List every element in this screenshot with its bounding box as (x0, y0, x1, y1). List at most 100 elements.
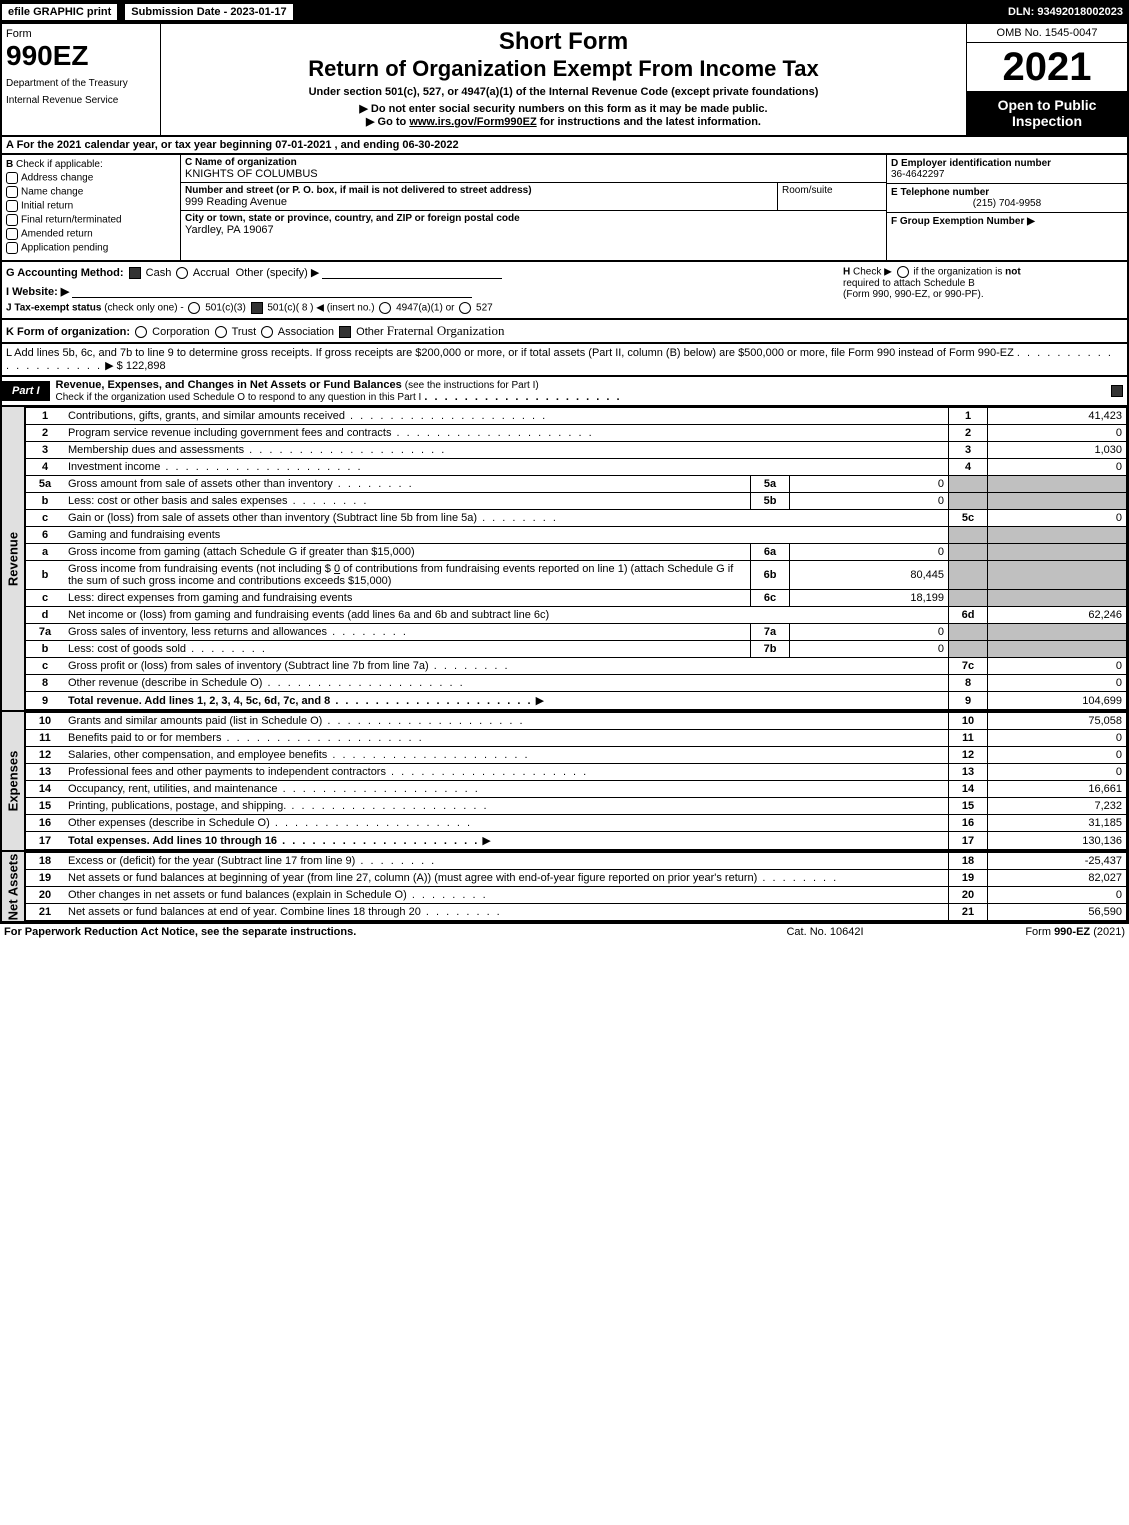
j-4947-checkbox[interactable] (379, 302, 391, 314)
line-6b: bGross income from fundraising events (n… (26, 561, 1127, 590)
l1-desc: Contributions, gifts, grants, and simila… (68, 410, 547, 422)
l9-amt: 104,699 (988, 692, 1127, 710)
l8-desc: Other revenue (describe in Schedule O) (68, 677, 465, 689)
l21-box: 21 (949, 904, 988, 921)
part-i-header: Part I Revenue, Expenses, and Changes in… (0, 377, 1129, 407)
website-input[interactable] (72, 285, 472, 298)
l7a-desc: Gross sales of inventory, less returns a… (68, 626, 408, 638)
section-j: J Tax-exempt status (check only one) - 5… (6, 302, 1123, 314)
k-label: K Form of organization: (6, 326, 130, 338)
l10-desc: Grants and similar amounts paid (list in… (68, 715, 525, 727)
l7c-amt: 0 (988, 658, 1127, 675)
j-501c3-checkbox[interactable] (188, 302, 200, 314)
line-12: 12Salaries, other compensation, and empl… (26, 747, 1127, 764)
g-cash-checkbox[interactable] (129, 267, 141, 279)
dln-label: DLN: 93492018002023 (1008, 6, 1129, 18)
line-4: 4Investment income40 (26, 459, 1127, 476)
line-20: 20Other changes in net assets or fund ba… (26, 887, 1127, 904)
footer-catno: Cat. No. 10642I (725, 926, 925, 938)
footer-left: For Paperwork Reduction Act Notice, see … (4, 926, 725, 938)
opt-final-return: Final return/terminated (21, 215, 122, 226)
line-14: 14Occupancy, rent, utilities, and mainte… (26, 781, 1127, 798)
phone-value: (215) 704-9958 (891, 198, 1123, 209)
revenue-section: Revenue 1Contributions, gifts, grants, a… (0, 407, 1129, 712)
line-13: 13Professional fees and other payments t… (26, 764, 1127, 781)
g-accrual-checkbox[interactable] (176, 267, 188, 279)
arrow2-prefix: ▶ Go to (366, 116, 409, 128)
form-word: Form (6, 28, 156, 40)
j-opt2: 501(c)( 8 ) ◀ (insert no.) (267, 303, 374, 314)
k-other-checkbox[interactable] (339, 326, 351, 338)
city-value: Yardley, PA 19067 (185, 224, 882, 236)
top-bar: efile GRAPHIC print Submission Date - 20… (0, 0, 1129, 24)
h-text4: (Form 990, 990-EZ, or 990-PF). (843, 289, 984, 300)
section-ghij: H Check ▶ if the organization is not req… (0, 262, 1129, 320)
opt-application-pending: Application pending (21, 243, 108, 254)
line-5c: cGain or (loss) from sale of assets othe… (26, 510, 1127, 527)
expenses-label: Expenses (6, 751, 21, 812)
g-other-input[interactable] (322, 266, 502, 279)
checkbox-application-pending[interactable] (6, 242, 18, 254)
line-7c: cGross profit or (loss) from sales of in… (26, 658, 1127, 675)
h-text1: Check ▶ (853, 267, 892, 278)
j-501c-checkbox[interactable] (251, 302, 263, 314)
j-527-checkbox[interactable] (459, 302, 471, 314)
return-title: Return of Organization Exempt From Incom… (165, 56, 962, 82)
j-opt1: 501(c)(3) (205, 303, 246, 314)
k-assoc-checkbox[interactable] (261, 326, 273, 338)
netassets-section: Net Assets 18Excess or (deficit) for the… (0, 852, 1129, 923)
l14-desc: Occupancy, rent, utilities, and maintena… (68, 783, 480, 795)
submission-date: Submission Date - 2023-01-17 (123, 2, 294, 22)
k-other-value: Fraternal Organization (387, 323, 505, 338)
line-16: 16Other expenses (describe in Schedule O… (26, 815, 1127, 832)
h-not: not (1005, 267, 1021, 278)
l6b-desc1: Gross income from fundraising events (no… (68, 563, 331, 575)
l6d-box: 6d (949, 607, 988, 624)
j-opt4: 527 (476, 303, 493, 314)
part-i-title: Revenue, Expenses, and Changes in Net As… (50, 377, 1107, 405)
efile-label: efile GRAPHIC print (0, 2, 119, 22)
l16-box: 16 (949, 815, 988, 832)
l3-box: 3 (949, 442, 988, 459)
street-label: Number and street (or P. O. box, if mail… (185, 185, 773, 196)
k-trust-checkbox[interactable] (215, 326, 227, 338)
l6-desc: Gaming and fundraising events (64, 527, 949, 544)
b-check-if: Check if applicable: (16, 159, 103, 170)
line-5a: 5aGross amount from sale of assets other… (26, 476, 1127, 493)
line-3: 3Membership dues and assessments31,030 (26, 442, 1127, 459)
l10-amt: 75,058 (988, 713, 1127, 730)
checkbox-final-return[interactable] (6, 214, 18, 226)
checkbox-amended-return[interactable] (6, 228, 18, 240)
checkbox-address-change[interactable] (6, 172, 18, 184)
part-i-dots (424, 391, 621, 403)
l8-box: 8 (949, 675, 988, 692)
h-text2: if the organization is (913, 267, 1002, 278)
l19-box: 19 (949, 870, 988, 887)
line-21: 21Net assets or fund balances at end of … (26, 904, 1127, 921)
l12-desc: Salaries, other compensation, and employ… (68, 749, 530, 761)
open-public: Open to Public Inspection (967, 91, 1127, 135)
l18-desc: Excess or (deficit) for the year (Subtra… (68, 855, 436, 867)
h-checkbox[interactable] (897, 266, 909, 278)
line-8: 8Other revenue (describe in Schedule O)8… (26, 675, 1127, 692)
l3-desc: Membership dues and assessments (68, 444, 446, 456)
checkbox-initial-return[interactable] (6, 200, 18, 212)
b-label: B (6, 159, 13, 170)
revenue-sidebar: Revenue (2, 407, 25, 710)
irs-link[interactable]: www.irs.gov/Form990EZ (409, 116, 536, 128)
line-15: 15Printing, publications, postage, and s… (26, 798, 1127, 815)
l7c-desc: Gross profit or (loss) from sales of inv… (68, 660, 510, 672)
l19-desc: Net assets or fund balances at beginning… (68, 872, 838, 884)
l11-amt: 0 (988, 730, 1127, 747)
line-7b: bLess: cost of goods sold7b0 (26, 641, 1127, 658)
l6a-desc: Gross income from gaming (attach Schedul… (64, 544, 751, 561)
l6b-sub: 6b (751, 561, 790, 590)
omb-number: OMB No. 1545-0047 (967, 24, 1127, 43)
part-i-checkbox[interactable] (1111, 385, 1123, 397)
l5a-sub: 5a (751, 476, 790, 493)
g-label: G Accounting Method: (6, 267, 124, 279)
checkbox-name-change[interactable] (6, 186, 18, 198)
k-corp-checkbox[interactable] (135, 326, 147, 338)
under-section: Under section 501(c), 527, or 4947(a)(1)… (165, 86, 962, 98)
l5b-desc: Less: cost or other basis and sales expe… (68, 495, 368, 507)
